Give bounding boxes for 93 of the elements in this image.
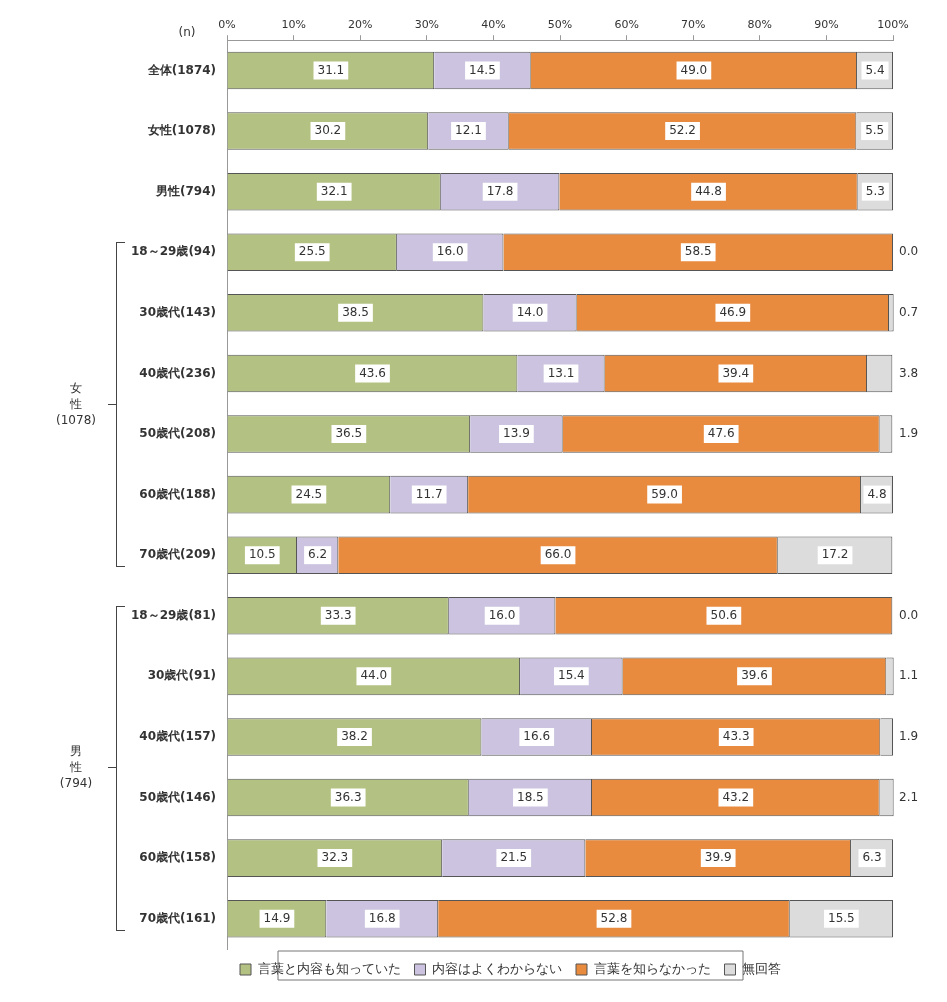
x-tick-label: 40% [481, 18, 506, 32]
y-tick-label: 18～29歳(94) [130, 244, 217, 259]
data-label: 25.5 [298, 244, 326, 259]
y-tick-label: 40歳代(157) [139, 729, 217, 744]
data-label: 17.8 [486, 183, 514, 198]
data-label: 44.8 [695, 183, 722, 198]
data-label: 1.9 [899, 729, 919, 744]
data-label: 3.8 [899, 365, 919, 380]
x-tick-label: 0% [218, 18, 236, 32]
x-tick-label: 60% [614, 18, 639, 32]
y-tick-label: 50歳代(146) [139, 789, 217, 804]
y-tick-label: 60歳代(158) [139, 850, 217, 865]
data-label: 58.5 [684, 244, 712, 259]
x-tick-label: 20% [348, 18, 373, 32]
data-label: 6.3 [862, 850, 882, 865]
data-label: 52.8 [600, 910, 628, 925]
data-label: 44.0 [360, 668, 388, 683]
data-label: 43.2 [722, 789, 750, 804]
y-tick-label: 60歳代(188) [139, 486, 217, 501]
data-label: 39.6 [741, 668, 768, 683]
data-label: 52.2 [669, 123, 696, 138]
data-label: 12.1 [455, 123, 482, 138]
x-tick-label: 90% [814, 18, 839, 32]
text: 男性(794) [58, 743, 94, 792]
data-label: 36.3 [334, 789, 362, 804]
data-label: 46.9 [719, 304, 747, 319]
data-label: 33.3 [324, 607, 352, 622]
data-label: 30.2 [314, 123, 342, 138]
data-label: 1.9 [899, 426, 919, 441]
data-label: 0.0 [899, 244, 919, 259]
data-label: 11.7 [415, 486, 443, 501]
y-tick-label: 40歳代(236) [139, 365, 217, 380]
legend-label: 内容はよくわからない [432, 960, 562, 976]
y-tick-label: 全体(1874) [146, 62, 217, 77]
data-label: 16.0 [436, 244, 464, 259]
data-label: 24.5 [295, 486, 323, 501]
data-label: 31.1 [317, 62, 345, 77]
text: (n) [177, 24, 197, 41]
y-tick-label: 50歳代(208) [139, 426, 217, 441]
data-label: 38.2 [341, 729, 368, 744]
y-tick-label: 30歳代(143) [139, 304, 217, 319]
data-label: 59.0 [651, 486, 678, 501]
x-tick-label: 10% [281, 18, 306, 32]
data-label: 32.3 [321, 850, 349, 865]
data-label: 39.4 [722, 365, 750, 380]
data-label: 15.4 [557, 668, 585, 683]
data-label: 16.6 [523, 729, 551, 744]
y-tick-label: 18～29歳(81) [130, 607, 217, 622]
data-label: 15.5 [828, 910, 855, 925]
data-label: 49.0 [680, 62, 708, 77]
data-label: 18.5 [517, 789, 544, 804]
data-label: 21.5 [500, 850, 528, 865]
legend-label: 言葉と内容も知っていた [257, 960, 401, 976]
data-label: 38.5 [342, 304, 369, 319]
data-label: 14.5 [469, 62, 496, 77]
data-label: 36.5 [335, 426, 363, 441]
data-label: 1.1 [899, 668, 919, 683]
data-label: 5.3 [865, 183, 885, 198]
data-label: 0.0 [899, 607, 919, 622]
data-label: 13.9 [503, 426, 530, 441]
y-tick-label: 70歳代(161) [139, 910, 217, 925]
data-label: 5.4 [865, 62, 885, 77]
data-label: 39.9 [704, 850, 732, 865]
x-tick-label: 30% [414, 18, 440, 32]
y-tick-label: 70歳代(209) [139, 547, 217, 562]
data-label: 6.2 [308, 547, 328, 562]
data-label: 14.0 [516, 304, 544, 319]
data-label: 16.8 [368, 910, 396, 925]
data-label: 13.1 [547, 365, 575, 380]
data-label: 2.1 [899, 789, 919, 804]
data-label: 14.9 [263, 910, 291, 925]
data-label: 50.6 [710, 607, 738, 622]
x-tick-label: 70% [680, 18, 706, 32]
data-label: 16.0 [488, 607, 516, 622]
data-label: 17.2 [821, 547, 849, 562]
data-label: 43.6 [359, 365, 386, 380]
y-tick-label: 男性(794) [155, 183, 217, 198]
x-tick-label: 50% [547, 18, 573, 32]
data-label: 4.8 [867, 486, 887, 501]
legend-label: 言葉を知らなかった [593, 960, 711, 976]
data-label: 43.3 [722, 729, 750, 744]
data-label: 10.5 [248, 547, 276, 562]
data-label: 0.7 [899, 304, 919, 319]
x-tick-label: 80% [747, 18, 773, 32]
x-tick-label: 100% [877, 18, 909, 32]
data-label: 5.5 [865, 123, 885, 138]
text: 女性(1078) [55, 379, 97, 428]
legend-label: 無回答 [742, 960, 781, 976]
data-label: 66.0 [544, 547, 572, 562]
y-tick-label: 女性(1078) [146, 123, 217, 138]
y-tick-label: 30歳代(91) [147, 668, 217, 683]
data-label: 47.6 [707, 426, 735, 441]
data-label: 32.1 [320, 183, 348, 198]
